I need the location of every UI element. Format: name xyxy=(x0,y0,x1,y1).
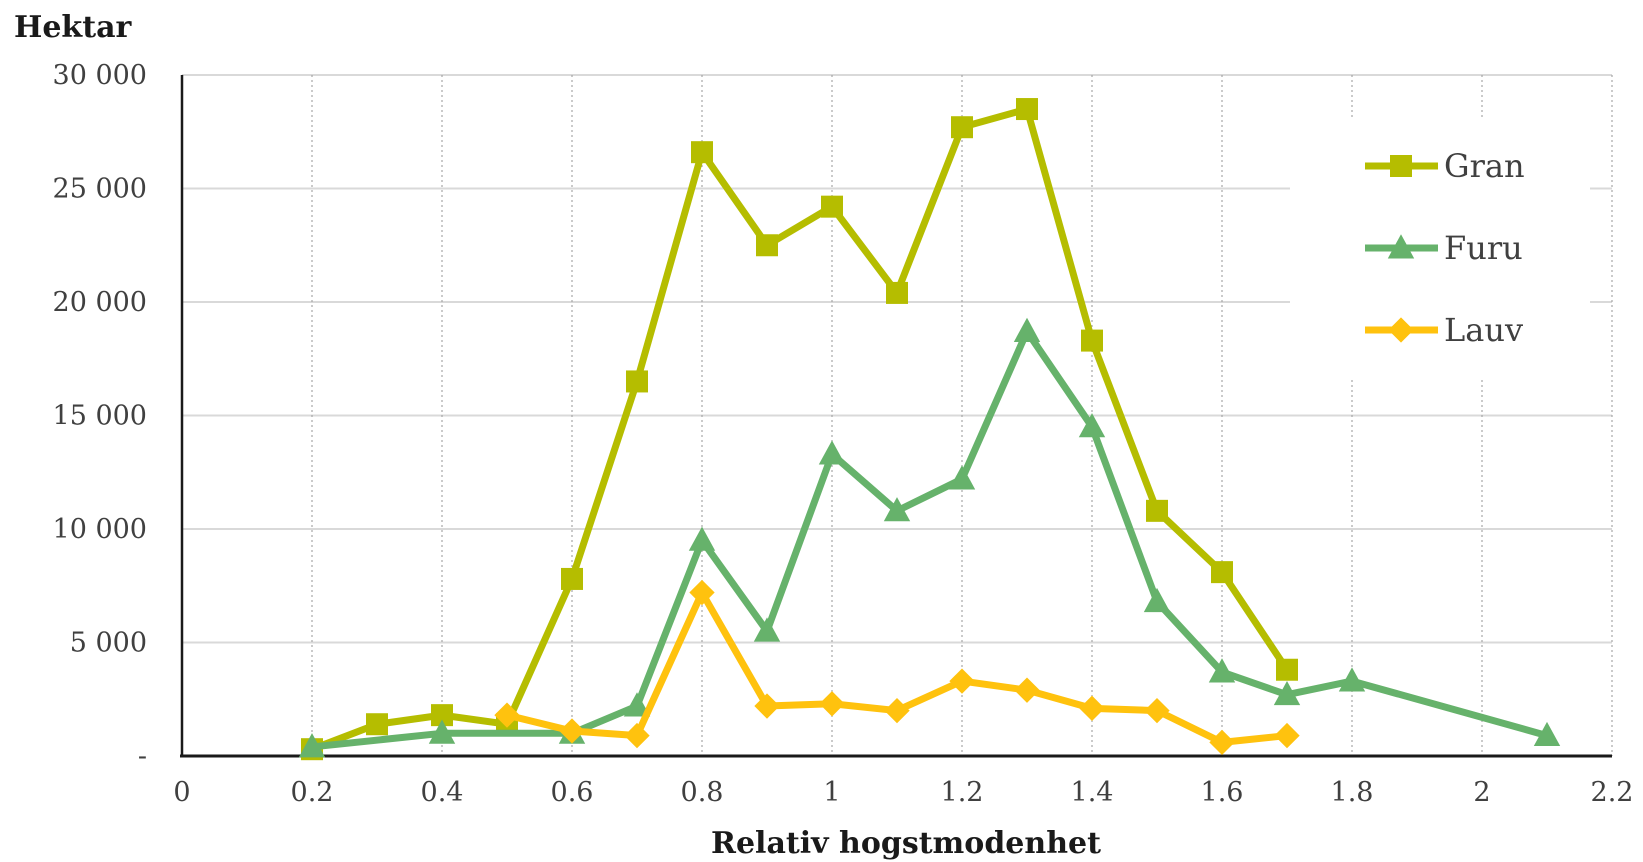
data-series xyxy=(298,98,1561,761)
data-point xyxy=(623,692,651,717)
data-point xyxy=(1208,658,1236,683)
data-point xyxy=(1533,721,1561,747)
data-point xyxy=(753,617,781,642)
x-tick-label: 1.8 xyxy=(1331,777,1374,808)
legend-label: Lauv xyxy=(1444,311,1523,349)
data-point xyxy=(626,370,648,393)
y-tick-label: 15 000 xyxy=(53,401,147,432)
legend-label: Furu xyxy=(1444,229,1523,267)
y-tick-label: 20 000 xyxy=(53,287,147,318)
x-tick-label: 2 xyxy=(1473,777,1490,808)
legend-item-gran: Gran xyxy=(1365,147,1525,185)
data-point xyxy=(754,693,780,719)
x-tick-label: 1.6 xyxy=(1201,777,1244,808)
y-tick-label: 10 000 xyxy=(53,514,147,545)
data-point xyxy=(431,704,453,727)
data-point xyxy=(1078,413,1106,438)
data-point xyxy=(1014,677,1040,703)
data-point xyxy=(688,526,716,551)
data-point xyxy=(298,733,326,758)
data-point xyxy=(1143,587,1171,613)
data-point xyxy=(756,234,778,257)
legend: Gran Furu Lauv xyxy=(1290,118,1590,378)
axes xyxy=(180,75,1612,758)
data-point xyxy=(819,691,845,717)
x-tick-label: 0.2 xyxy=(291,777,334,808)
x-tick-label: 1 xyxy=(823,777,840,808)
x-tick-label: 0.8 xyxy=(681,777,724,808)
data-point xyxy=(689,579,715,606)
legend-item-lauv: Lauv xyxy=(1365,311,1523,349)
data-point xyxy=(883,497,911,522)
data-point xyxy=(561,567,583,590)
series-lauv xyxy=(494,579,1300,756)
data-point xyxy=(624,722,650,749)
data-point xyxy=(559,718,585,744)
data-point xyxy=(1273,680,1301,706)
data-point xyxy=(951,116,973,139)
x-tick-label: 0.4 xyxy=(421,777,464,808)
y-tick-label: - xyxy=(138,741,147,772)
data-point xyxy=(1079,695,1105,721)
data-point xyxy=(886,281,908,304)
data-point xyxy=(949,668,975,694)
legend-swatch-marker xyxy=(1388,317,1414,343)
data-point xyxy=(1274,722,1300,749)
y-tick-labels: - 5 000 10 000 15 000 20 000 25 000 30 000 xyxy=(53,60,147,772)
x-tick-labels: 0 0.2 0.4 0.6 0.8 1 1.2 1.4 1.6 1.8 2 2.2 xyxy=(173,777,1633,808)
data-point xyxy=(366,713,388,736)
y-tick-label: 5 000 xyxy=(70,628,147,659)
data-point xyxy=(494,702,520,728)
y-tick-label: 30 000 xyxy=(53,60,147,91)
legend-swatch-marker xyxy=(1387,234,1415,259)
data-point xyxy=(1211,561,1233,584)
series-gran xyxy=(301,98,1298,761)
x-tick-label: 0 xyxy=(173,777,190,808)
data-point xyxy=(1146,499,1168,522)
legend-swatch-marker xyxy=(1390,155,1412,177)
data-point xyxy=(1013,317,1041,342)
legend-item-furu: Furu xyxy=(1365,229,1523,267)
x-tick-label: 2.2 xyxy=(1591,777,1634,808)
x-axis-title: Relativ hogstmodenhet xyxy=(711,826,1101,861)
data-point xyxy=(1209,729,1235,756)
data-point xyxy=(1081,329,1103,352)
data-point xyxy=(1144,697,1170,724)
legend-label: Gran xyxy=(1444,147,1525,185)
data-point xyxy=(691,141,713,164)
legend-box xyxy=(1290,118,1590,378)
series-line xyxy=(308,105,1291,753)
series-line xyxy=(308,328,1551,751)
data-point xyxy=(428,719,456,744)
data-point xyxy=(948,465,976,490)
data-point xyxy=(818,440,846,465)
series-furu xyxy=(298,317,1561,758)
data-point xyxy=(821,195,843,218)
y-axis-title: Hektar xyxy=(14,10,133,45)
data-point xyxy=(884,697,910,724)
y-tick-label: 25 000 xyxy=(53,174,147,205)
x-tick-label: 1.4 xyxy=(1071,777,1114,808)
data-point xyxy=(1276,658,1298,681)
data-point xyxy=(1016,98,1038,121)
data-point xyxy=(1338,667,1366,692)
x-tick-label: 1.2 xyxy=(941,777,984,808)
x-tick-label: 0.6 xyxy=(551,777,594,808)
